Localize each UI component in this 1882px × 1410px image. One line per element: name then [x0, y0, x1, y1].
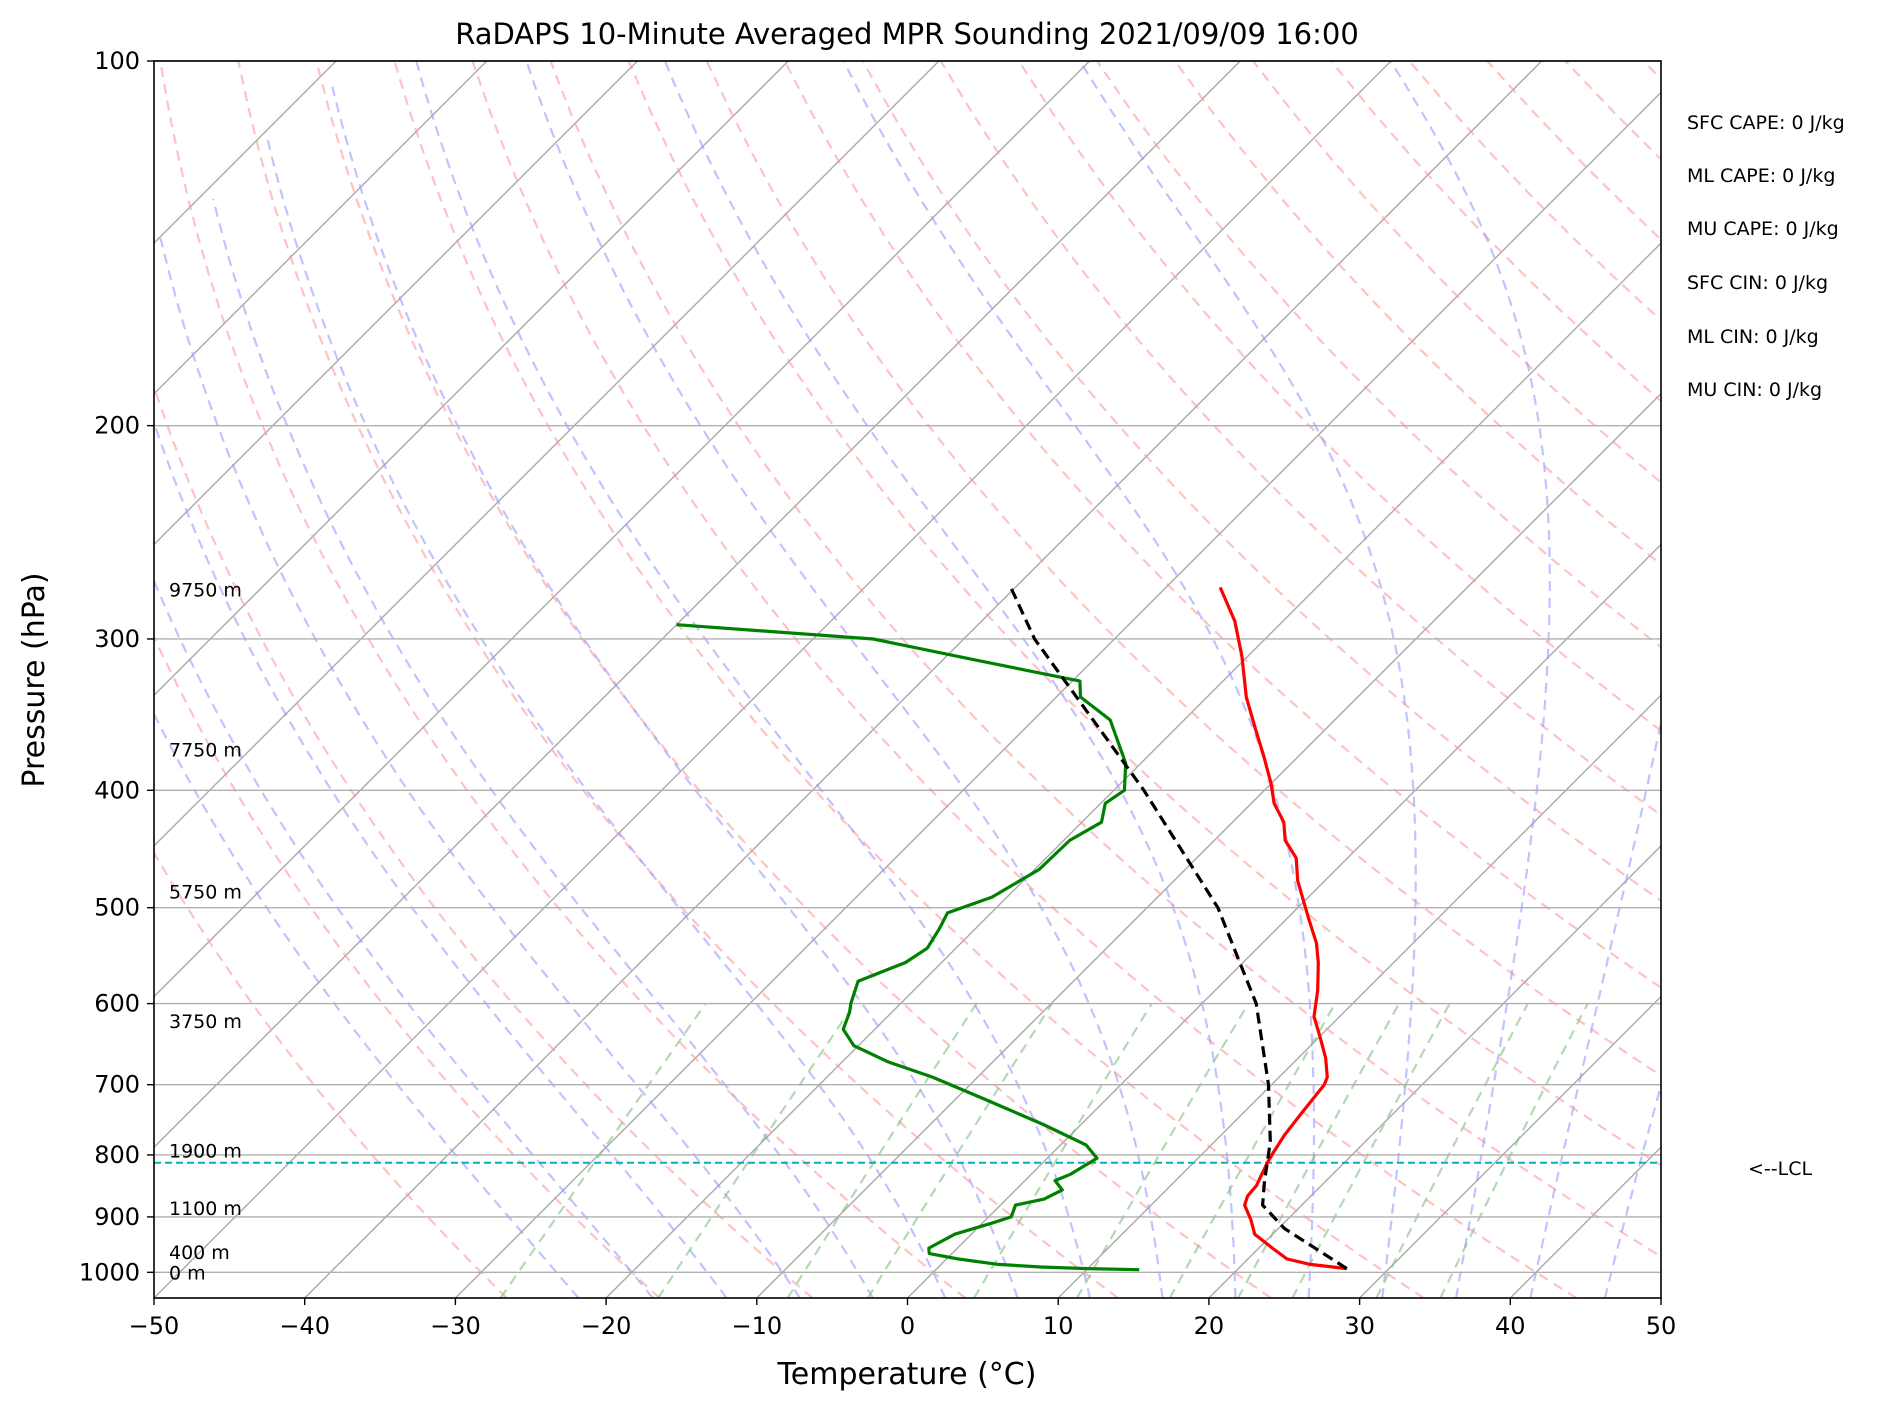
height-label: 9750 m [169, 579, 242, 601]
annotation-sfc-cape: SFC CAPE: 0 J/kg [1687, 112, 1845, 134]
isotherm-line [1661, 61, 1882, 1298]
isotherm-line [0, 61, 788, 1298]
lcl-label: <--LCL [1748, 1158, 1812, 1180]
dry-adiabat-line [551, 61, 1730, 1298]
isotherm-line [3, 61, 1240, 1298]
height-label: 400 m [169, 1242, 230, 1264]
height-labels: 9750 m 7750 m 5750 m 3750 m 1900 m 1100 m 400 … [169, 579, 242, 1284]
y-tick-label: 500 [94, 894, 140, 922]
mixing-ratio-line [868, 1004, 1052, 1298]
isotherm-line [305, 61, 1542, 1298]
height-label: 0 m [169, 1262, 206, 1284]
mixing-ratio-line [1077, 1004, 1248, 1298]
x-tick-label: −20 [581, 1312, 632, 1340]
mixing-ratio-line [1292, 1004, 1449, 1298]
x-tick-label: −30 [430, 1312, 481, 1340]
annotation-sfc-cin: SFC CIN: 0 J/kg [1687, 272, 1828, 294]
y-axis-label: Pressure (hPa) [17, 572, 52, 787]
y-tick-label: 900 [94, 1203, 140, 1231]
y-tick-label: 700 [94, 1071, 140, 1099]
isotherm-line [1360, 61, 1882, 1298]
isotherm-line [0, 61, 487, 1298]
data-series [154, 587, 1661, 1269]
mixing-ratio-line [658, 1004, 854, 1298]
dry-adiabat-line [941, 61, 1882, 1298]
isotherm-line [0, 61, 638, 1298]
moist-adiabat-line [1680, 61, 1882, 1298]
x-tick-label: 50 [1646, 1312, 1677, 1340]
mixing-ratio-line [501, 1004, 706, 1298]
height-label: 5750 m [169, 882, 242, 904]
mixing-ratio-line [1376, 1004, 1528, 1298]
x-tick-label: −50 [129, 1312, 180, 1340]
x-tick-label: 40 [1495, 1312, 1526, 1340]
dry-adiabat-line [1643, 61, 1882, 1298]
isotherm-line [154, 61, 1391, 1298]
dry-adiabat-line [1019, 61, 1882, 1298]
annotation-mu-cin: MU CIN: 0 J/kg [1687, 379, 1822, 401]
isotherm-line [1510, 61, 1882, 1298]
dry-adiabat-line [1409, 61, 1882, 1298]
y-tick-label: 200 [94, 412, 140, 440]
series-line-1 [677, 625, 1140, 1270]
height-label: 7750 m [169, 739, 242, 761]
chart-title: RaDAPS 10-Minute Averaged MPR Sounding 2… [455, 17, 1359, 51]
series-line-2 [1011, 587, 1347, 1268]
height-label: 3750 m [169, 1011, 242, 1033]
moist-adiabat-line [1605, 61, 1882, 1298]
height-label: 1100 m [169, 1198, 242, 1220]
dry-adiabat-line [0, 61, 507, 1298]
moist-adiabat-line [161, 238, 800, 1298]
dry-adiabat-line [1175, 61, 1882, 1298]
isotherm-line [0, 61, 939, 1298]
x-axis-label: Temperature (°C) [777, 1357, 1037, 1392]
y-tick-label: 800 [94, 1141, 140, 1169]
dry-adiabat-line [4, 61, 660, 1298]
y-tick-label: 1000 [79, 1258, 140, 1286]
series-line-0 [1220, 587, 1347, 1268]
y-tick-label: 300 [94, 625, 140, 653]
background-lines [0, 61, 1882, 1298]
mixing-ratio-line [1440, 1004, 1587, 1298]
x-tick-label: 10 [1043, 1312, 1074, 1340]
moist-adiabat-line [332, 87, 1017, 1298]
dry-adiabat-line [1331, 61, 1882, 1298]
mixing-ratio-line [974, 1004, 1152, 1298]
dry-adiabat-line [1565, 61, 1882, 1298]
moist-adiabat-line [1530, 61, 1729, 1298]
tick-labels: 1002003004005006007008009001000−50−40−30… [79, 47, 1676, 1340]
dry-adiabat-line [1487, 61, 1882, 1298]
annotation-ml-cape: ML CAPE: 0 J/kg [1687, 165, 1835, 187]
isotherm-line [757, 61, 1882, 1298]
dry-adiabat-line [394, 61, 1423, 1298]
dry-adiabat-line [82, 61, 812, 1298]
x-tick-label: −10 [731, 1312, 782, 1340]
dry-adiabat-line [1253, 61, 1882, 1298]
annotation-ml-cin: ML CIN: 0 J/kg [1687, 326, 1819, 348]
height-label: 1900 m [169, 1140, 242, 1162]
moist-adiabat-line [1080, 61, 1416, 1298]
plot-frame [154, 61, 1661, 1298]
moist-adiabat-line [213, 199, 872, 1298]
isotherm-line [606, 61, 1843, 1298]
y-tick-label: 400 [94, 776, 140, 804]
y-tick-label: 600 [94, 990, 140, 1018]
dry-adiabat-line [1721, 61, 1882, 1298]
dry-adiabat-line [238, 61, 1118, 1298]
x-tick-label: 30 [1344, 1312, 1375, 1340]
dry-adiabat-line [160, 61, 965, 1298]
annotation-mu-cape: MU CAPE: 0 J/kg [1687, 218, 1839, 240]
y-tick-label: 100 [94, 47, 140, 75]
moist-adiabat-line [266, 135, 945, 1299]
x-tick-label: 20 [1194, 1312, 1225, 1340]
mixing-ratio-line [788, 1004, 977, 1298]
dry-adiabat-line [629, 61, 1882, 1298]
x-tick-label: 0 [900, 1312, 915, 1340]
x-tick-label: −40 [279, 1312, 330, 1340]
